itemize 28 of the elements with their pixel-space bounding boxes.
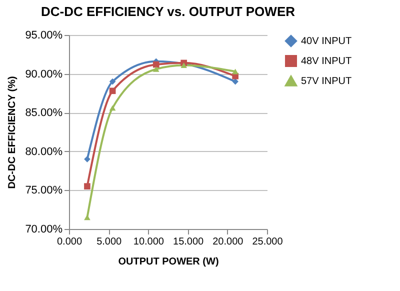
x-tick-label: 25.000 <box>252 236 284 248</box>
point <box>152 66 160 72</box>
y-tick-label: 90.00% <box>25 68 63 80</box>
x-tick-label: 20.000 <box>212 236 244 248</box>
point <box>232 78 238 85</box>
point <box>84 156 90 162</box>
legend-label: 57V INPUT <box>301 76 352 87</box>
point <box>109 88 116 94</box>
legend-label: 40V INPUT <box>301 36 352 47</box>
point <box>109 78 116 85</box>
y-tick-label: 75.00% <box>25 184 63 197</box>
y-tick-label: 95.00% <box>25 30 63 42</box>
y-tick-label: 70.00% <box>25 224 63 236</box>
y-tick-label: 85.00% <box>25 107 63 120</box>
chart-title: DC-DC EFFICIENCY vs. OUTPUT POWER <box>40 4 296 19</box>
y-tick-label: 80.00% <box>25 146 63 158</box>
x-axis-title: OUTPUT POWER (W) <box>118 256 219 268</box>
x-tick-label: 5.000 <box>96 236 122 248</box>
point <box>232 68 238 74</box>
point <box>152 61 160 68</box>
x-tick-label: 0.000 <box>56 236 82 248</box>
point <box>109 105 116 111</box>
point <box>84 183 90 190</box>
legend-label: 48V INPUT <box>301 56 352 67</box>
point <box>84 214 90 220</box>
x-tick-label: 15.000 <box>173 236 204 248</box>
x-tick-label: 10.000 <box>133 236 164 248</box>
y-axis-title: DC-DC EFFICIENCY (%) <box>7 76 18 189</box>
